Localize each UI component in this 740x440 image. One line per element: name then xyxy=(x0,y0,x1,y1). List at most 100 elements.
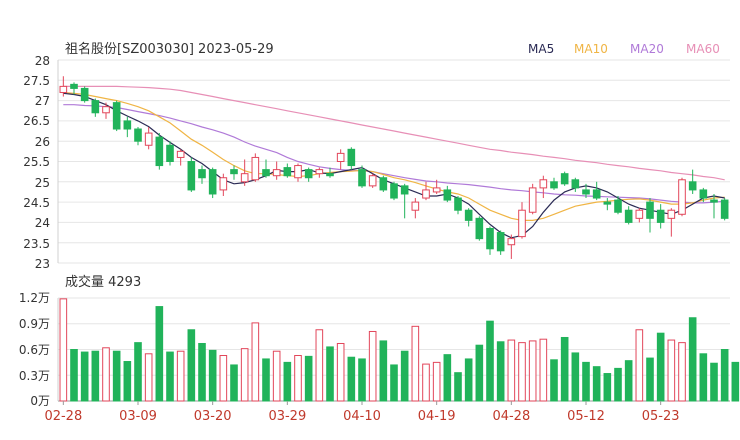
volume-bar xyxy=(379,340,388,402)
price-y-tick: 27.5 xyxy=(23,74,50,88)
candle-body xyxy=(646,201,654,219)
volume-bar xyxy=(432,361,441,402)
volume-bar xyxy=(187,329,196,402)
candle xyxy=(550,177,558,190)
volume-bar xyxy=(603,373,612,402)
candle xyxy=(400,183,409,219)
volume-bar xyxy=(560,336,569,402)
price-chart-title: 祖名股份[SZ003030] 2023-05-29 xyxy=(65,41,274,57)
candle xyxy=(326,167,334,178)
legend-ma60: MA60 xyxy=(686,42,720,56)
candle-body xyxy=(571,179,580,189)
candle xyxy=(262,159,270,178)
candle-body xyxy=(678,179,686,215)
ma60-line xyxy=(63,85,725,181)
candle xyxy=(283,163,292,178)
volume-bar xyxy=(699,353,708,402)
price-y-tick: 24 xyxy=(35,216,50,230)
candle-body xyxy=(464,209,473,221)
volume-bar xyxy=(550,359,558,402)
candle xyxy=(123,116,132,138)
ma60-line-layer xyxy=(63,85,725,181)
candles-layer xyxy=(59,76,729,259)
volume-bar xyxy=(134,342,142,402)
candle-body xyxy=(59,85,68,93)
candle xyxy=(187,157,196,192)
volume-bar xyxy=(720,349,729,402)
ma20-line xyxy=(63,104,725,204)
volume-bar xyxy=(336,342,345,402)
candle xyxy=(144,126,153,150)
volume-bar xyxy=(219,355,228,402)
volume-bar xyxy=(294,355,302,402)
volume-bar xyxy=(400,350,409,402)
candle-body xyxy=(475,217,484,240)
volume-bar xyxy=(678,342,686,402)
candle-body xyxy=(443,189,452,201)
candle-body xyxy=(304,169,313,179)
candle xyxy=(592,181,601,201)
candle-body xyxy=(294,165,302,179)
volume-bar xyxy=(198,342,206,402)
candle-body xyxy=(208,169,217,195)
candle-body xyxy=(539,179,548,189)
candle-body xyxy=(592,189,601,199)
candle-body xyxy=(699,189,708,199)
candle xyxy=(571,177,580,192)
candle xyxy=(646,198,654,233)
candle xyxy=(272,161,281,180)
volume-chart-title: 成交量 4293 xyxy=(65,274,141,290)
volume-bar xyxy=(528,340,537,402)
price-y-tick: 28 xyxy=(35,54,50,68)
candle-body xyxy=(720,199,729,219)
candle xyxy=(603,198,612,211)
x-axis: 02-28 03-09 03-20 03-29 04-10 04-19 04-28 05-12… xyxy=(44,401,680,424)
candle-body xyxy=(582,189,590,195)
candle-body xyxy=(422,189,430,199)
candle xyxy=(624,206,633,225)
candle xyxy=(198,165,206,184)
candle xyxy=(176,149,185,166)
candle xyxy=(464,208,473,227)
volume-bar xyxy=(592,366,601,402)
candle xyxy=(240,159,249,186)
candle-body xyxy=(635,209,644,219)
legend-ma10: MA10 xyxy=(574,42,608,56)
volume-y-tick: 0万 xyxy=(30,394,50,408)
candle-body xyxy=(80,87,89,102)
volume-bar xyxy=(656,332,665,402)
volume-bar xyxy=(710,362,718,402)
x-tick-label: 04-10 xyxy=(343,409,381,424)
candle-body xyxy=(496,232,505,252)
x-tick-label: 03-29 xyxy=(268,409,306,424)
volume-bar xyxy=(624,360,633,402)
candle-body xyxy=(400,185,409,195)
volume-y-tick: 0.6万 xyxy=(19,343,50,357)
candle-body xyxy=(603,201,612,205)
candle-body xyxy=(155,136,164,167)
candle xyxy=(507,234,516,259)
volume-bar xyxy=(390,364,398,402)
candle xyxy=(347,147,356,170)
candle xyxy=(59,76,68,97)
candle-body xyxy=(102,106,110,114)
volume-bar xyxy=(59,298,68,402)
volume-bar xyxy=(240,348,249,402)
candle xyxy=(560,171,569,186)
candle xyxy=(251,153,260,182)
candle xyxy=(155,133,164,170)
candle xyxy=(230,165,238,180)
candle xyxy=(518,202,526,239)
volume-bar xyxy=(688,317,697,402)
volume-bar xyxy=(272,350,281,402)
candle xyxy=(475,216,484,241)
candle xyxy=(539,175,548,199)
volume-y-tick: 1.2万 xyxy=(19,291,50,305)
candle-body xyxy=(112,102,121,130)
candle-body xyxy=(614,199,622,213)
volume-bar xyxy=(411,325,420,402)
candle-body xyxy=(368,175,377,187)
candle xyxy=(422,181,430,201)
candle-body xyxy=(91,100,100,114)
